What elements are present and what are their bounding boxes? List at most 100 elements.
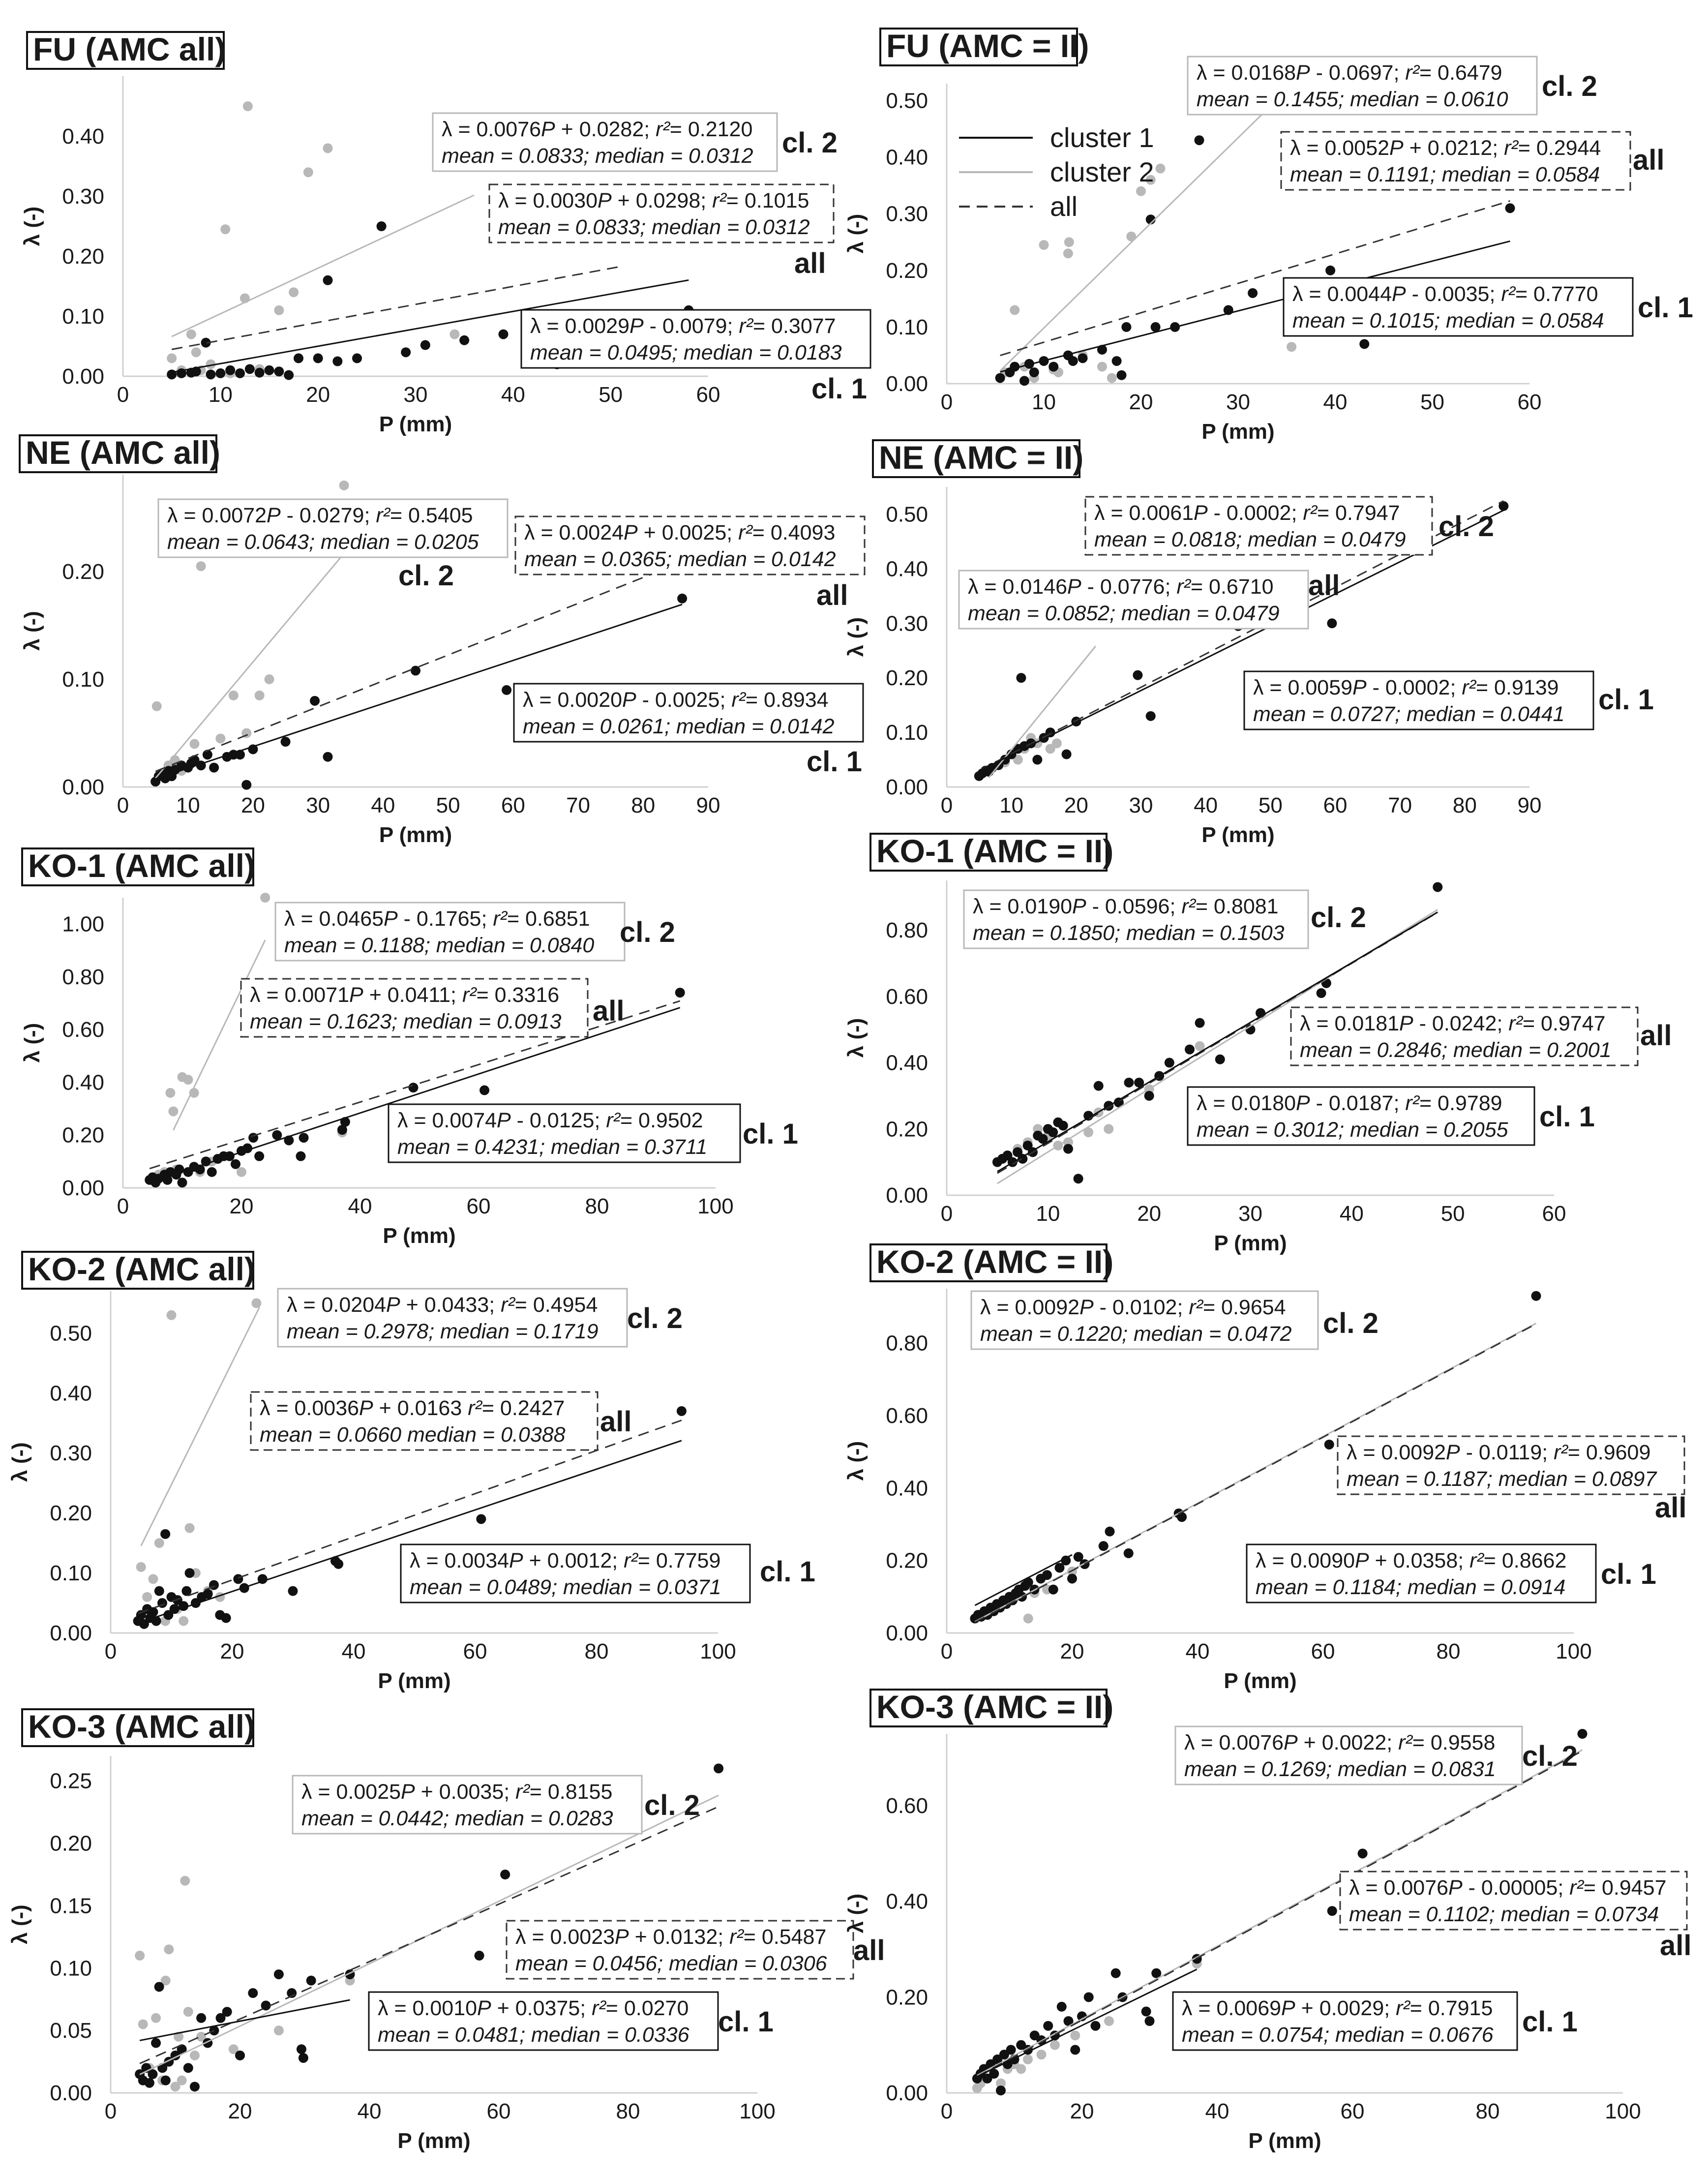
equation-segment: = 0.9558 xyxy=(1412,1731,1496,1754)
x-tick-label: 80 xyxy=(1453,793,1477,817)
x-tick-label: 100 xyxy=(1556,1639,1591,1663)
equation-segment: λ = 0.0071 xyxy=(250,983,349,1007)
y-tick-label: 0.00 xyxy=(62,775,104,799)
cluster-label: cl. 1 xyxy=(718,2006,774,2038)
equation-segment: r² xyxy=(462,983,477,1007)
stats-line: mean = 0.1184; median = 0.0914 xyxy=(1256,1575,1565,1599)
equation-segment: λ = 0.0059 xyxy=(1253,676,1352,699)
equation-segment: = 0.9502 xyxy=(620,1109,703,1132)
equation-segment: r² xyxy=(592,1996,606,2020)
cluster1-point xyxy=(1150,322,1161,332)
cluster1-point xyxy=(1121,322,1132,332)
x-tick-label: 60 xyxy=(487,2099,511,2123)
equation-line: λ = 0.0034P + 0.0012; r²= 0.7759 xyxy=(410,1549,720,1572)
cluster-label: cl. 2 xyxy=(1438,511,1494,543)
y-tick-label: 0.00 xyxy=(886,775,928,799)
equation-segment: P xyxy=(384,907,398,931)
cluster1-point xyxy=(230,1159,240,1169)
equation-segment: λ = 0.0074 xyxy=(397,1109,497,1132)
cluster-label: all xyxy=(593,995,625,1027)
equation-segment: λ = 0.0168 xyxy=(1197,61,1296,85)
cluster1-point xyxy=(1058,1120,1068,1131)
equation-segment: λ = 0.0025 xyxy=(301,1780,401,1804)
x-axis-label: P (mm) xyxy=(379,823,452,847)
cluster2-point xyxy=(339,480,349,490)
cluster2-point xyxy=(196,561,206,572)
cluster1-point xyxy=(154,1586,164,1596)
x-tick-label: 50 xyxy=(436,793,460,817)
chart-panel-8: KO-2 (AMC = II) 0 20 40 60 80 100 0.00 0.20 0.40 0… xyxy=(844,1243,1687,1693)
equation-box xyxy=(963,889,1309,949)
equation-line: λ = 0.0036P + 0.0163 r²= 0.2427 xyxy=(260,1396,565,1420)
chart-title: NE (AMC = II) xyxy=(879,439,1083,476)
equation-box xyxy=(513,683,864,743)
cluster1-point xyxy=(1077,2011,1087,2022)
cluster2-point xyxy=(1070,2030,1080,2041)
equation-box xyxy=(1172,1991,1518,2051)
cluster2-regression-line xyxy=(140,1307,260,1546)
equation-segment: = 0.3077 xyxy=(753,314,836,338)
cluster2-point xyxy=(166,1310,177,1320)
cluster1-point xyxy=(337,1125,347,1135)
equation-segment: + 0.0163 xyxy=(373,1396,468,1420)
cluster2-point xyxy=(167,353,177,363)
y-tick-label: 0.30 xyxy=(886,202,928,226)
equation-segment: r² xyxy=(606,1109,621,1132)
cluster1-point xyxy=(1048,1127,1058,1137)
cluster1-point xyxy=(1063,2016,1074,2026)
cluster-label: all xyxy=(1655,1492,1687,1524)
cluster1-point xyxy=(273,1969,284,1979)
equation-segment: P xyxy=(359,1396,373,1420)
cluster2-regression-line xyxy=(173,939,266,1131)
chart-title-box xyxy=(19,434,217,473)
y-tick-label: 0.80 xyxy=(886,1331,928,1356)
equation-segment: P xyxy=(1355,1549,1369,1572)
x-tick-label: 30 xyxy=(1238,1202,1262,1226)
cluster1-point xyxy=(1056,2001,1067,2012)
equation-segment: - 0.0242; xyxy=(1413,1012,1509,1035)
cluster1-point xyxy=(264,365,274,375)
equation-segment: - 0.0119; xyxy=(1460,1441,1554,1464)
stats-line: mean = 0.0442; median = 0.0283 xyxy=(301,1807,613,1830)
equation-box xyxy=(292,1775,643,1835)
chart-title-box xyxy=(869,1689,1108,1727)
equation-segment: P xyxy=(1352,676,1367,699)
equation-line: λ = 0.0168P - 0.0697; r²= 0.6479 xyxy=(1197,61,1502,85)
x-tick-label: 60 xyxy=(1542,1202,1566,1226)
cluster2-point xyxy=(220,224,231,235)
x-tick-label: 0 xyxy=(117,383,129,407)
x-tick-label: 10 xyxy=(176,793,200,817)
equation-segment: P xyxy=(1281,1996,1295,2020)
cluster1-point xyxy=(254,367,265,378)
cluster1-point xyxy=(207,1167,217,1177)
equation-box xyxy=(1174,1725,1523,1785)
equation-segment: P xyxy=(615,1925,629,1949)
x-tick-label: 40 xyxy=(358,2099,382,2123)
equation-segment: = 0.3316 xyxy=(477,983,560,1007)
equation-segment: + 0.0298; xyxy=(612,189,712,212)
cluster1-point xyxy=(1061,749,1072,759)
y-tick-label: 0.00 xyxy=(886,1183,928,1208)
x-tick-label: 60 xyxy=(501,793,525,817)
equation-segment: λ = 0.0020 xyxy=(523,688,622,712)
cluster2-regression-line xyxy=(154,553,345,779)
cluster1-point xyxy=(995,373,1005,383)
x-tick-label: 0 xyxy=(117,793,129,817)
cluster-label: cl. 1 xyxy=(743,1118,798,1150)
chart-panel-9: KO-3 (AMC all) 0 20 40 60 80 100 0.00 0.05 0.10 0.… xyxy=(8,1708,885,2153)
y-tick-label: 0.30 xyxy=(50,1441,92,1465)
cluster1-point xyxy=(203,1589,213,1599)
equation-box xyxy=(388,1103,741,1163)
equation-segment: r² xyxy=(729,1925,744,1949)
cluster1-point xyxy=(1248,288,1258,298)
x-tick-label: 0 xyxy=(105,1639,117,1663)
x-tick-label: 20 xyxy=(306,383,330,407)
x-tick-label: 40 xyxy=(1205,2099,1229,2123)
cluster1-point xyxy=(313,353,323,363)
equation-segment: - 0.0279; xyxy=(281,504,376,527)
chart-title: KO-3 (AMC all) xyxy=(28,1708,255,1745)
x-tick-label: 90 xyxy=(1518,793,1542,817)
cluster2-point xyxy=(1023,2054,1033,2064)
equation-segment: r² xyxy=(731,688,746,712)
equation-segment: P xyxy=(349,983,363,1007)
